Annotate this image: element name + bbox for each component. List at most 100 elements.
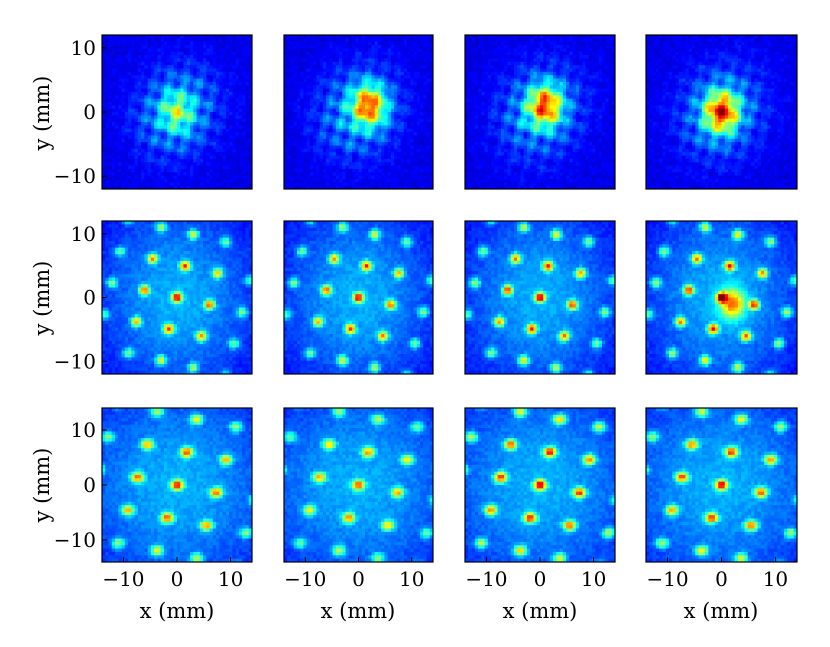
heatmap-cell bbox=[108, 58, 113, 63]
heatmap-cell bbox=[190, 165, 194, 170]
heatmap-cell bbox=[390, 178, 395, 183]
heatmap-cell bbox=[245, 185, 250, 189]
heatmap-cell bbox=[481, 108, 485, 113]
heatmap-cell bbox=[180, 55, 184, 59]
heatmap-cell bbox=[358, 118, 363, 123]
heatmap-cell bbox=[339, 185, 343, 189]
heatmap-cell bbox=[177, 118, 181, 123]
heatmap-cell bbox=[504, 165, 508, 170]
heatmap-cell bbox=[102, 35, 106, 39]
heatmap-cell bbox=[426, 118, 431, 123]
heatmap-cell bbox=[300, 48, 304, 53]
heatmap-cell bbox=[167, 91, 171, 96]
heatmap-cell bbox=[420, 135, 424, 140]
heatmap-cell bbox=[147, 101, 152, 106]
heatmap-cell bbox=[381, 155, 385, 160]
heatmap-cell bbox=[108, 142, 113, 146]
heatmap-cell bbox=[426, 168, 431, 173]
heatmap-cell bbox=[128, 172, 132, 177]
heatmap-cell bbox=[342, 91, 346, 96]
heatmap-cell bbox=[222, 168, 227, 173]
heatmap-cell bbox=[160, 112, 165, 116]
heatmap-cell bbox=[196, 55, 201, 59]
heatmap-cell bbox=[507, 138, 512, 143]
heatmap-cell bbox=[387, 51, 392, 56]
heatmap-cell bbox=[183, 61, 188, 66]
heatmap-cell bbox=[170, 132, 175, 136]
heatmap-cell bbox=[494, 45, 499, 49]
heatmap-cell bbox=[381, 35, 385, 39]
heatmap-cell bbox=[352, 45, 356, 49]
heatmap-cell bbox=[219, 122, 224, 126]
heatmap-cell bbox=[186, 61, 191, 66]
heatmap-cell bbox=[287, 101, 291, 106]
heatmap-cell bbox=[345, 175, 350, 180]
heatmap-cell bbox=[160, 122, 165, 126]
heatmap-cell bbox=[284, 142, 288, 146]
heatmap-cell bbox=[426, 85, 431, 89]
heatmap-cell bbox=[322, 75, 327, 79]
heatmap-cell bbox=[306, 132, 311, 136]
heatmap-cell bbox=[137, 128, 142, 133]
heatmap-cell bbox=[487, 162, 492, 166]
heatmap-cell bbox=[352, 55, 356, 59]
heatmap-cell bbox=[105, 132, 109, 136]
heatmap-cell bbox=[309, 122, 314, 126]
heatmap-cell bbox=[429, 128, 433, 133]
heatmap-cell bbox=[471, 98, 476, 103]
heatmap-cell bbox=[124, 61, 129, 66]
heatmap-cell bbox=[180, 158, 184, 163]
heatmap-cell bbox=[108, 182, 113, 187]
heatmap-cell bbox=[403, 55, 408, 59]
heatmap-cell bbox=[180, 38, 184, 43]
heatmap-cell bbox=[300, 61, 304, 66]
heatmap-cell bbox=[238, 152, 243, 156]
heatmap-cell bbox=[235, 48, 240, 53]
heatmap-cell bbox=[420, 122, 424, 126]
heatmap-cell bbox=[225, 75, 230, 79]
heatmap-cell bbox=[209, 182, 214, 187]
heatmap-cell bbox=[339, 122, 343, 126]
heatmap-cell bbox=[416, 132, 421, 136]
heatmap-cell bbox=[173, 115, 178, 120]
heatmap-cell bbox=[497, 35, 502, 39]
heatmap-cell bbox=[371, 101, 376, 106]
heatmap-cell bbox=[484, 155, 489, 160]
heatmap-cell bbox=[248, 105, 252, 110]
heatmap-cell bbox=[248, 135, 252, 140]
heatmap-cell bbox=[355, 75, 359, 79]
heatmap-cell bbox=[219, 58, 224, 63]
heatmap-cell bbox=[394, 105, 398, 110]
heatmap-cell bbox=[222, 152, 227, 156]
heatmap-cell bbox=[128, 182, 132, 187]
heatmap-cell bbox=[121, 65, 126, 69]
heatmap-cell bbox=[504, 132, 508, 136]
heatmap-cell bbox=[173, 135, 178, 140]
heatmap-cell bbox=[118, 41, 122, 46]
heatmap-cell bbox=[144, 138, 149, 143]
heatmap-cell bbox=[199, 142, 204, 146]
heatmap-cell bbox=[342, 128, 346, 133]
heatmap-cell bbox=[322, 148, 327, 153]
heatmap-cell bbox=[238, 71, 243, 76]
heatmap-cell bbox=[465, 112, 469, 116]
heatmap-cell bbox=[216, 172, 220, 177]
heatmap-cell bbox=[144, 142, 149, 146]
heatmap-cell bbox=[426, 48, 431, 53]
heatmap-cell bbox=[167, 81, 171, 86]
heatmap-cell bbox=[137, 142, 142, 146]
heatmap-cell bbox=[407, 108, 411, 113]
heatmap-cell bbox=[206, 78, 211, 83]
heatmap-cell bbox=[474, 122, 479, 126]
heatmap-cell bbox=[242, 175, 246, 180]
heatmap-cell bbox=[248, 88, 252, 93]
heatmap-cell bbox=[339, 155, 343, 160]
heatmap-cell bbox=[384, 58, 389, 63]
heatmap-cell bbox=[329, 51, 333, 56]
heatmap-cell bbox=[290, 45, 295, 49]
heatmap-cell bbox=[487, 152, 492, 156]
heatmap-cell bbox=[157, 165, 162, 170]
heatmap-cell bbox=[332, 145, 337, 150]
heatmap-cell bbox=[290, 98, 295, 103]
heatmap-cell bbox=[504, 75, 508, 79]
